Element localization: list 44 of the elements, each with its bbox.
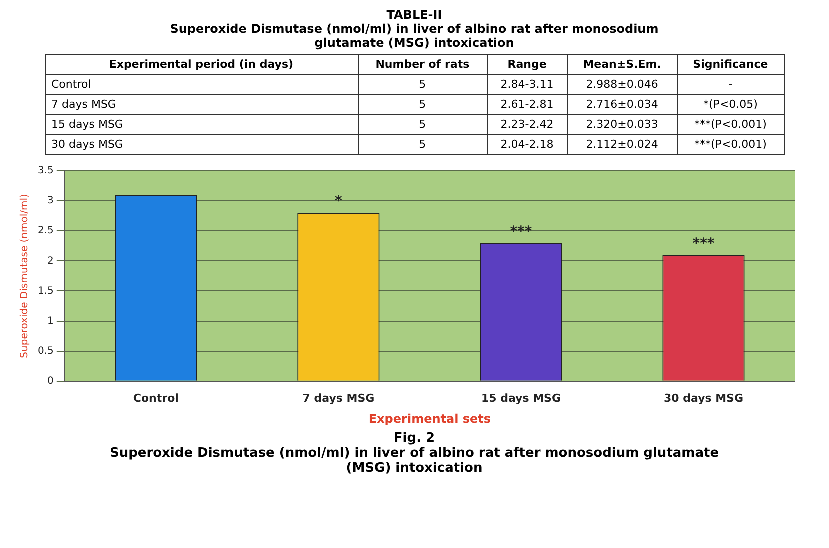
y-tick-label: 0 [47, 376, 54, 387]
text: Experimental period (in days) [45, 54, 358, 74]
y-tick-label: 3.5 [37, 166, 54, 177]
text: ***(P<0.001) [677, 134, 784, 154]
text: 2.320±0.033 [567, 114, 678, 134]
text: Superoxide Dismutase (nmol/ml) in liver of albino rat after monosodium glutamate (MSG) intoxication [108, 446, 720, 476]
text: Mean±S.Em. [567, 54, 678, 74]
text: 2.84-3.11 [487, 74, 568, 94]
text: 5 [358, 134, 488, 154]
y-tick-label: 2.5 [37, 226, 54, 237]
text: Superoxide Dismutase (nmol/ml) in liver of albino rat after monosodium glutamate (MSG) intoxication [169, 22, 660, 50]
text: 7 days MSG [45, 94, 358, 114]
text: Control [45, 74, 358, 94]
text: Number of rats [358, 54, 488, 74]
text: 2.112±0.024 [567, 134, 678, 154]
text: 2.61-2.81 [487, 94, 568, 114]
text: 2.988±0.046 [567, 74, 678, 94]
x-tick-label: 30 days MSG [663, 392, 744, 405]
x-tick-label: Control [132, 392, 178, 405]
y-tick-label: 1 [47, 316, 54, 327]
x-tick-label: 15 days MSG [480, 392, 560, 405]
text: 2.23-2.42 [487, 114, 568, 134]
text: ***(P<0.001) [677, 114, 784, 134]
text: 30 days MSG [45, 134, 358, 154]
x-tick-label: 7 days MSG [302, 392, 374, 405]
y-axis-title: Superoxide Dismutase (nmol/ml) [19, 194, 30, 358]
y-tick-label: 2 [47, 256, 54, 267]
x-axis-title: Experimental sets [368, 412, 491, 426]
text: 2.716±0.034 [567, 94, 678, 114]
y-tick-label: 3 [47, 196, 54, 207]
text: Range [487, 54, 568, 74]
annotation: *** [692, 236, 715, 252]
text: 5 [358, 74, 488, 94]
y-tick-label: 0.5 [37, 346, 54, 357]
text: 5 [358, 114, 488, 134]
text: 2.04-2.18 [487, 134, 568, 154]
text: 5 [358, 94, 488, 114]
text: Fig. 2 [392, 431, 436, 446]
text: TABLE-II [386, 8, 444, 22]
y-tick-label: 1.5 [37, 286, 54, 297]
text: Significance [677, 54, 784, 74]
text: *(P<0.05) [677, 94, 784, 114]
text: - [677, 74, 784, 94]
text: 15 days MSG [45, 114, 358, 134]
